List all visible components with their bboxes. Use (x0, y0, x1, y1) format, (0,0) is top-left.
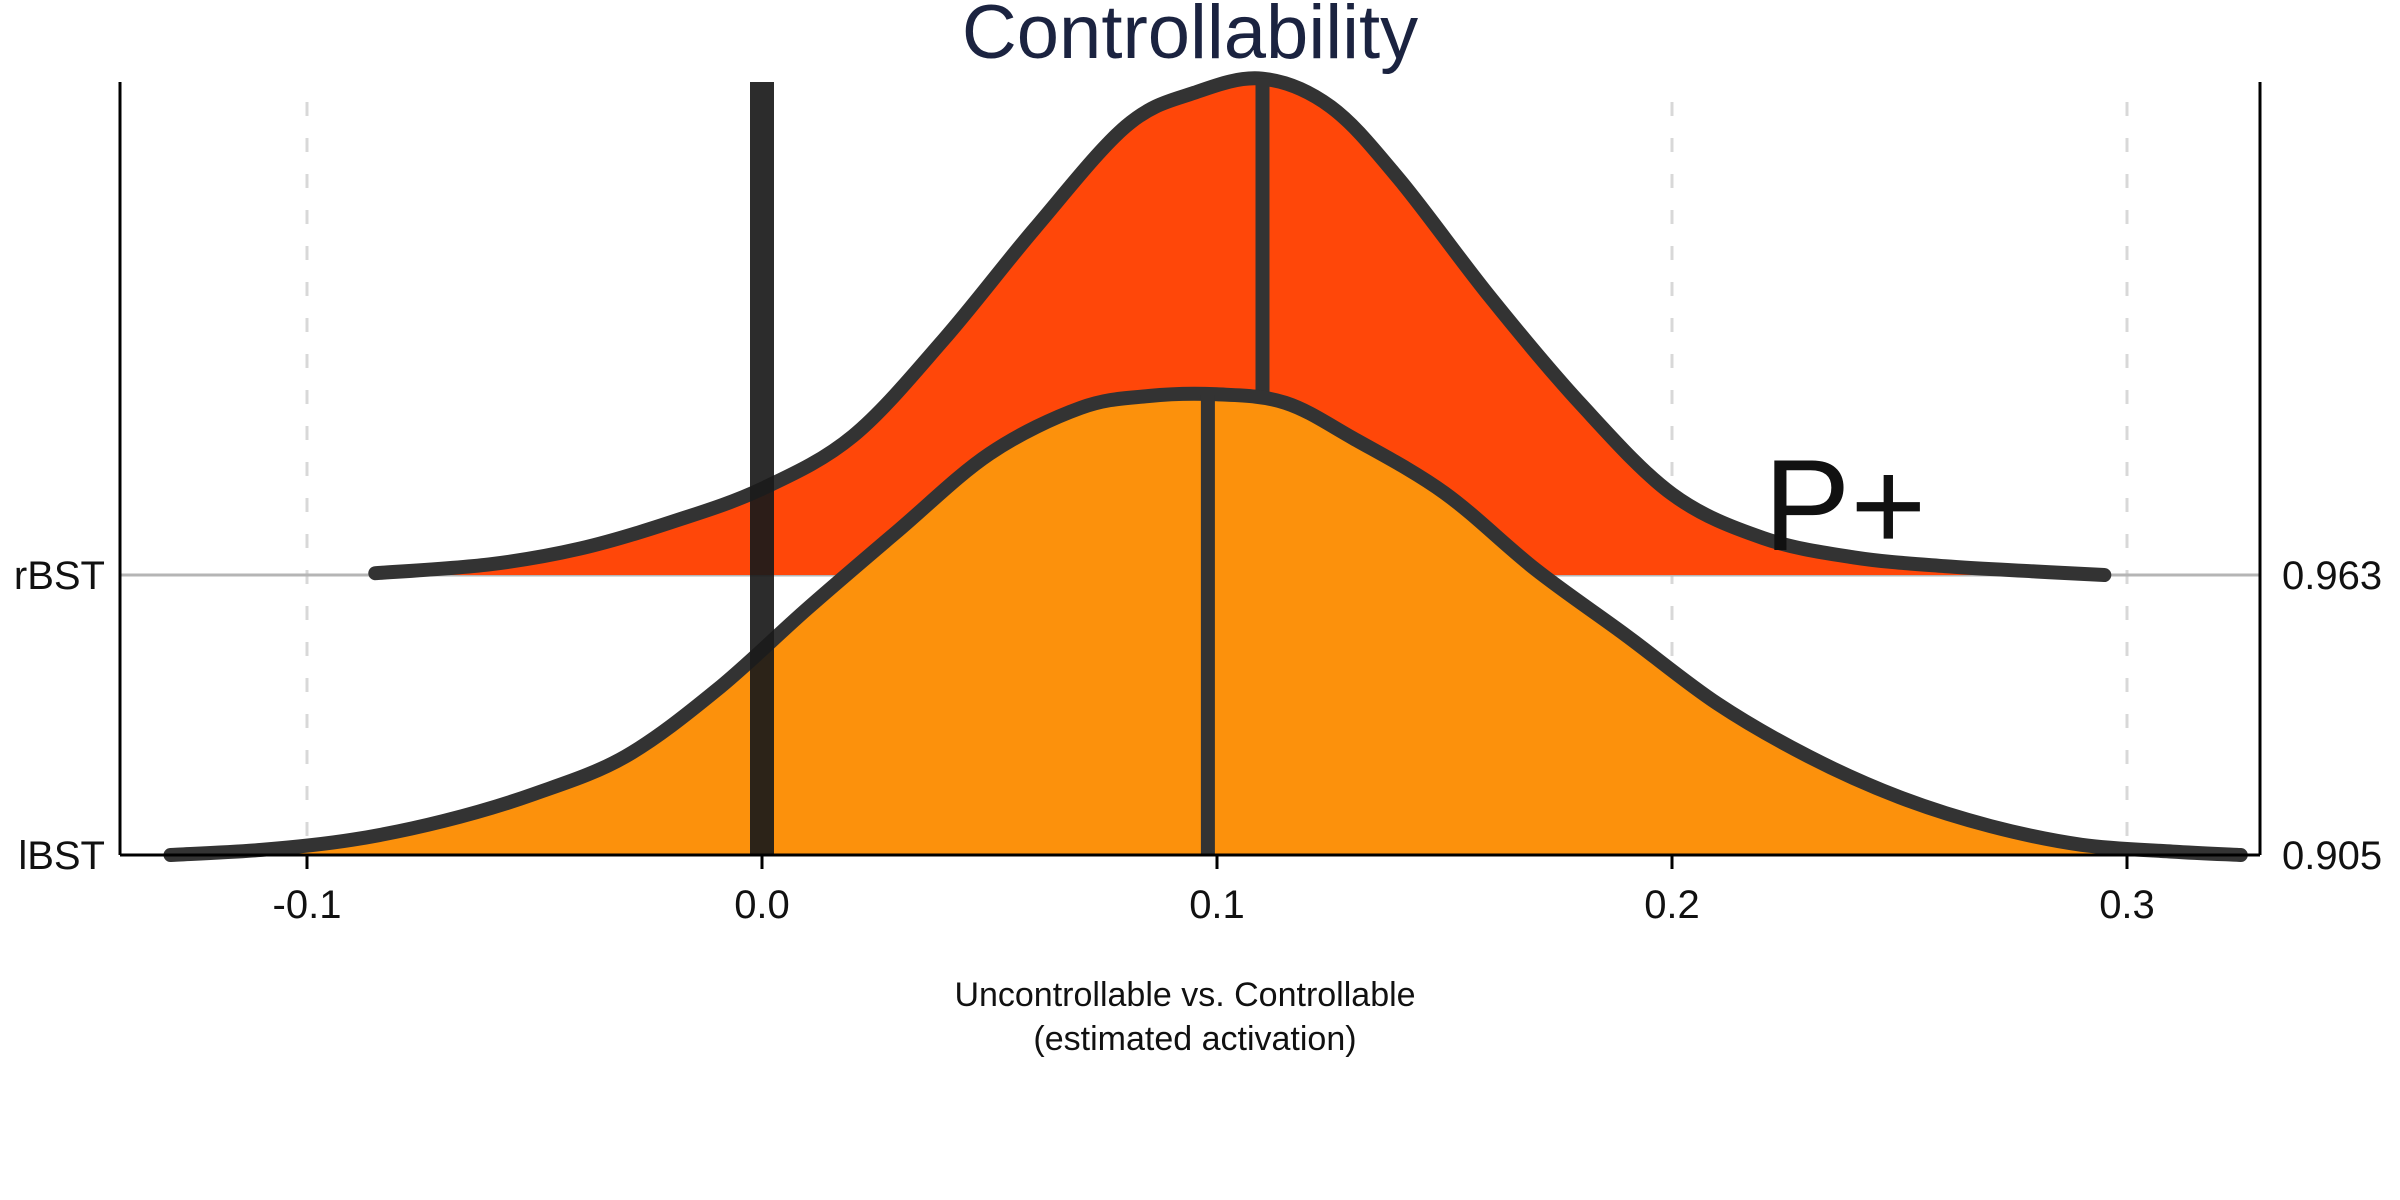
x-tick-label-2: 0.1 (1189, 883, 1245, 927)
x-axis-label-line-2: (estimated activation) (1033, 1020, 1356, 1058)
chart-title: Controllability (962, 0, 1418, 75)
labels: Controllability Uncontrollable vs. Contr… (14, 0, 2382, 1058)
value-label-rBST: 0.963 (2282, 554, 2382, 598)
x-tick-label-0: -0.1 (273, 883, 342, 927)
x-tick-label-4: 0.3 (2099, 883, 2155, 927)
x-tick-label-3: 0.2 (1644, 883, 1700, 927)
axes: -0.1 0.0 0.1 0.2 0.3 (118, 82, 2262, 927)
ridge-outline-lBST (163, 386, 2248, 862)
ridge-fill-rBST (375, 78, 2105, 575)
density-ridges (163, 71, 2248, 862)
y-label-lBST: lBST (18, 834, 105, 878)
y-label-rBST: rBST (14, 554, 105, 598)
x-tick-label-1: 0.0 (734, 883, 790, 927)
value-label-lBST: 0.905 (2282, 834, 2382, 878)
annotation-p-plus: P+ (1764, 432, 1927, 578)
x-axis-label-line-1: Uncontrollable vs. Controllable (954, 976, 1415, 1014)
ridge-lBST (163, 386, 2248, 862)
